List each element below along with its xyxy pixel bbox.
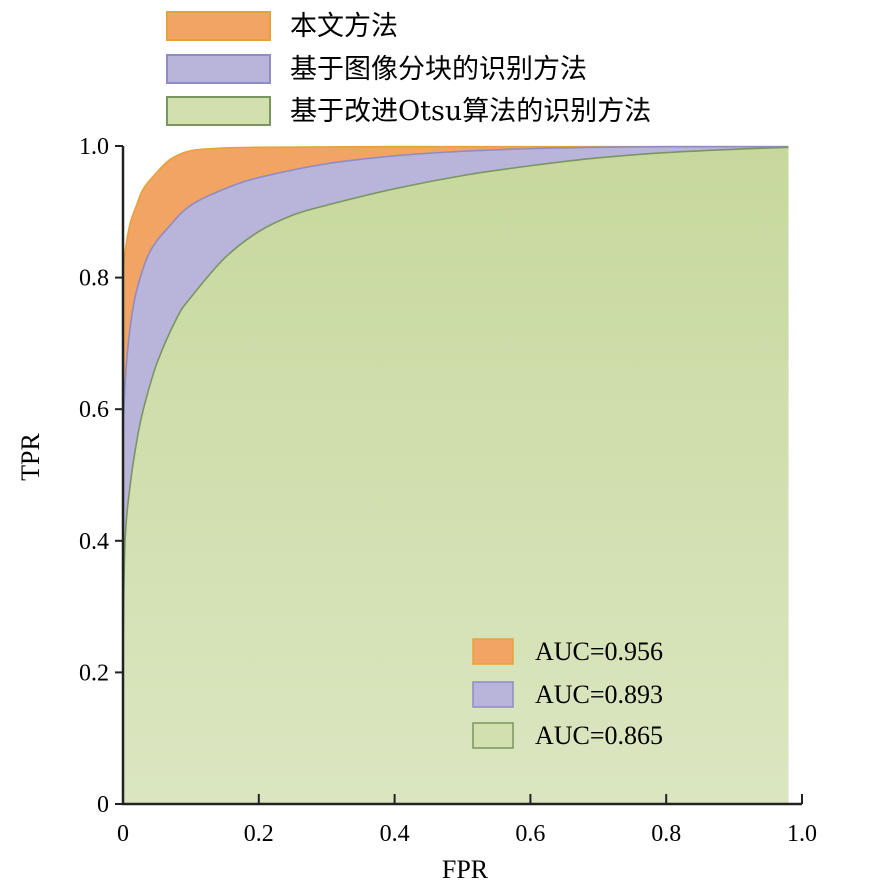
auc-label-series-2: AUC=0.893 (535, 680, 663, 709)
y-tick-label-4: 0.8 (79, 266, 109, 292)
legend-swatch-series-2 (166, 54, 271, 84)
auc-item-series-2: AUC=0.893 (472, 680, 663, 709)
x-tick-label-2: 0.4 (380, 821, 410, 847)
y-tick-label-1: 0.2 (79, 660, 109, 686)
legend-item-series-3: 基于改进Otsu算法的识别方法 (166, 96, 651, 127)
auc-item-series-1: AUC=0.956 (472, 637, 663, 666)
auc-label-series-3: AUC=0.865 (535, 721, 663, 750)
x-tick-label-0: 0 (117, 821, 129, 847)
roc-curve-series-1 (122, 145, 789, 285)
y-tick-label-2: 0.4 (79, 529, 109, 555)
y-axis-title: TPR (16, 433, 45, 481)
legend-label-series-2: 基于图像分块的识别方法 (290, 54, 587, 85)
x-tick-label-4: 0.8 (651, 821, 681, 847)
auc-legend: AUC=0.956 AUC=0.893 AUC=0.865 (472, 637, 663, 750)
legend-label-series-1: 本文方法 (290, 11, 398, 42)
legend-label-series-3: 基于改进Otsu算法的识别方法 (290, 96, 651, 127)
plot-area (122, 145, 789, 805)
legend-item-series-2: 基于图像分块的识别方法 (166, 54, 587, 85)
legend-swatch-series-1 (166, 11, 271, 41)
auc-swatch-series-3 (472, 722, 514, 749)
y-axis: 0 0.2 0.4 0.6 0.8 1.0 (79, 134, 125, 818)
y-tick-label-5: 1.0 (79, 134, 109, 160)
legend-top: 本文方法 基于图像分块的识别方法 基于改进Otsu算法的识别方法 (166, 11, 651, 127)
auc-swatch-series-2 (472, 681, 514, 708)
x-tick-label-1: 0.2 (244, 821, 274, 847)
legend-item-series-1: 本文方法 (166, 11, 398, 42)
y-tick-label-0: 0 (97, 792, 109, 818)
x-tick-label-5: 1.0 (787, 821, 817, 847)
x-tick-label-3: 0.6 (515, 821, 545, 847)
roc-area-series-3 (123, 147, 789, 804)
x-axis: 0 0.2 0.4 0.6 0.8 1.0 (117, 794, 817, 847)
legend-swatch-series-3 (166, 96, 271, 126)
roc-curve-series-3 (122, 146, 789, 647)
auc-swatch-series-1 (472, 638, 514, 665)
auc-item-series-3: AUC=0.865 (472, 721, 663, 750)
roc-curve-series-2 (122, 145, 789, 436)
x-axis-title: FPR (442, 855, 489, 884)
auc-label-series-1: AUC=0.956 (535, 637, 663, 666)
y-tick-label-3: 0.6 (79, 397, 109, 423)
